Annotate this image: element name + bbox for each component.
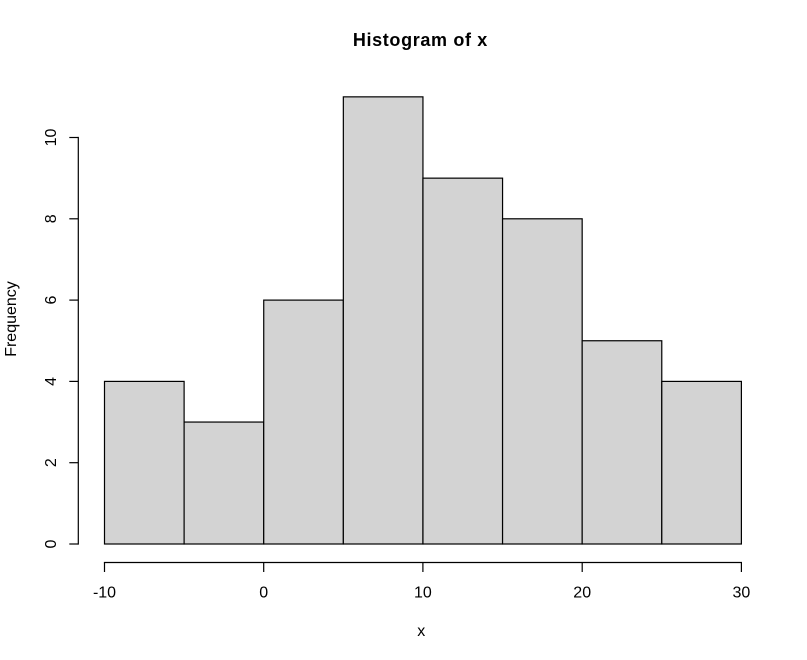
- svg-text:8: 8: [43, 214, 60, 223]
- svg-text:0: 0: [259, 584, 268, 601]
- svg-text:Frequency: Frequency: [3, 281, 20, 357]
- svg-text:-10: -10: [93, 584, 116, 601]
- svg-text:Histogram of x: Histogram of x: [353, 30, 488, 50]
- svg-text:30: 30: [733, 584, 751, 601]
- svg-text:x: x: [417, 623, 425, 640]
- svg-text:10: 10: [43, 129, 60, 147]
- svg-text:0: 0: [43, 539, 60, 548]
- svg-text:2: 2: [43, 458, 60, 467]
- svg-text:4: 4: [43, 377, 60, 386]
- svg-text:10: 10: [414, 584, 432, 601]
- svg-text:6: 6: [43, 296, 60, 305]
- svg-text:20: 20: [573, 584, 591, 601]
